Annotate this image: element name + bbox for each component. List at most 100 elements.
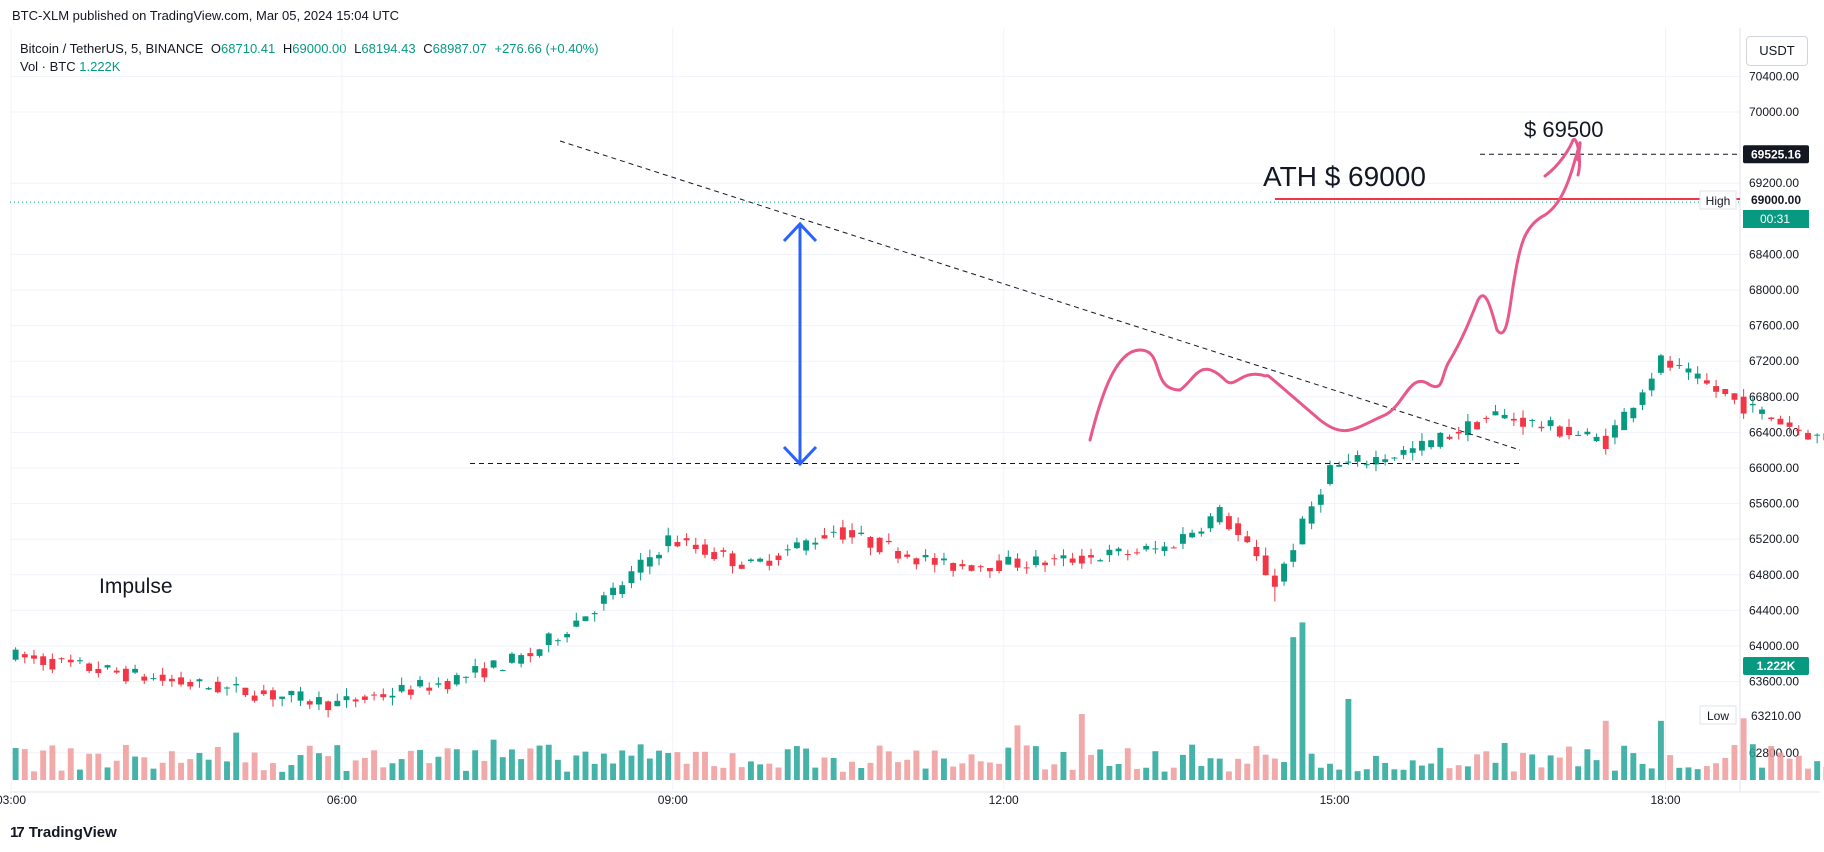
close-value: 68987.07 <box>432 41 487 56</box>
candle-body <box>1317 494 1324 505</box>
symbol-name[interactable]: Bitcoin / TetherUS, 5, BINANCE <box>20 41 204 56</box>
candle-body <box>1648 378 1655 391</box>
candle-body <box>306 701 313 705</box>
candle-body <box>196 679 203 682</box>
candle-body <box>904 554 911 557</box>
volume-bar <box>518 759 525 780</box>
y-tick-label: 65600.00 <box>1749 497 1799 511</box>
candle-body <box>76 660 83 662</box>
candle-body <box>554 640 561 642</box>
candle-body <box>950 562 957 571</box>
candle-body <box>1106 549 1113 556</box>
candle-body <box>343 696 350 701</box>
candle-body <box>1124 554 1131 556</box>
y-tick-label: 63600.00 <box>1749 675 1799 689</box>
candle-body <box>509 653 515 663</box>
candle-body <box>86 663 93 671</box>
candle-body <box>67 659 74 663</box>
volume-bar <box>1740 718 1747 780</box>
volume-tag-bg <box>1743 657 1809 675</box>
volume-bar <box>1207 758 1214 780</box>
volume-bar <box>224 761 230 780</box>
y-tick-label: 64000.00 <box>1749 639 1799 653</box>
volume-bar <box>692 751 699 780</box>
candle-body <box>1593 436 1600 442</box>
published-line: BTC-XLM published on TradingView.com, Ma… <box>12 8 400 23</box>
low-tag: Low <box>1707 709 1729 723</box>
candle-body <box>1097 560 1104 562</box>
candle-body <box>1235 523 1242 535</box>
volume-bar <box>490 739 497 780</box>
candle-body <box>315 697 322 705</box>
candle-body <box>251 695 258 701</box>
candle-body <box>876 537 883 553</box>
volume-bar <box>288 765 295 780</box>
candle-body <box>600 595 607 604</box>
volume-bar <box>775 767 782 780</box>
candle-body <box>205 688 212 690</box>
candle-body <box>1373 457 1379 465</box>
volume-bar <box>1078 714 1085 780</box>
volume-bar <box>1152 751 1159 780</box>
volume-bar <box>1584 749 1591 780</box>
volume-bar <box>996 763 1003 780</box>
candle-body <box>1694 373 1701 379</box>
candle-body <box>472 666 479 673</box>
candle-body <box>233 683 240 686</box>
volume-bar <box>1327 763 1333 780</box>
volume-bar <box>1400 769 1407 780</box>
candle-body <box>536 649 543 656</box>
x-tick-label: 18:00 <box>1650 793 1680 807</box>
volume-bar <box>1418 765 1425 780</box>
candle-body <box>1722 389 1729 395</box>
tradingview-brand[interactable]: 17 TradingView <box>10 824 117 841</box>
candle-body <box>1501 414 1508 419</box>
volume-bar <box>1602 720 1609 780</box>
ath-label: ATH $ 69000 <box>1263 161 1426 192</box>
volume-bar <box>720 767 727 780</box>
y-tick-label: 62800.00 <box>1749 746 1799 760</box>
candle-body <box>573 620 580 627</box>
volume-bar <box>784 749 791 780</box>
volume-label[interactable]: Vol · BTC <box>20 59 76 74</box>
volume-bar <box>1023 745 1030 780</box>
volume-bar <box>904 759 911 780</box>
candle-body <box>398 684 405 692</box>
volume-bar <box>1566 746 1572 780</box>
candle-body <box>141 676 148 681</box>
volume-bar <box>1373 755 1379 780</box>
volume-bar <box>1391 769 1398 780</box>
currency-button[interactable]: USDT <box>1746 36 1808 66</box>
volume-bar <box>1510 771 1517 780</box>
y-tick-label: 66400.00 <box>1749 425 1799 439</box>
candle-body <box>591 612 598 615</box>
candle-body <box>1354 455 1361 462</box>
candle-body <box>270 690 276 700</box>
volume-bar <box>1005 747 1012 780</box>
range-arrow-head-bottom <box>782 445 818 467</box>
candle-body <box>803 540 810 551</box>
volume-bar <box>150 768 157 780</box>
volume-bar <box>610 763 617 780</box>
candle-body <box>224 687 230 689</box>
x-tick-label: 15:00 <box>1320 793 1350 807</box>
candle-body <box>812 542 819 545</box>
volume-bar <box>1336 769 1343 780</box>
candle-body <box>187 682 194 687</box>
candle-body <box>1612 425 1618 438</box>
volume-bar <box>1474 754 1481 780</box>
volume-bar <box>205 759 212 780</box>
volume-bar <box>242 762 249 780</box>
candle-body <box>757 558 764 562</box>
volume-bar <box>1455 765 1462 780</box>
candle-body <box>297 691 304 701</box>
tradingview-logo-icon: 17 <box>10 824 25 841</box>
volume-bar <box>67 748 74 780</box>
candle-body <box>1464 421 1471 436</box>
volume-bar <box>1382 762 1389 780</box>
volume-bar <box>803 748 810 780</box>
candle-body <box>885 540 892 543</box>
candle-body <box>1152 548 1159 550</box>
volume-bar <box>1446 768 1453 780</box>
